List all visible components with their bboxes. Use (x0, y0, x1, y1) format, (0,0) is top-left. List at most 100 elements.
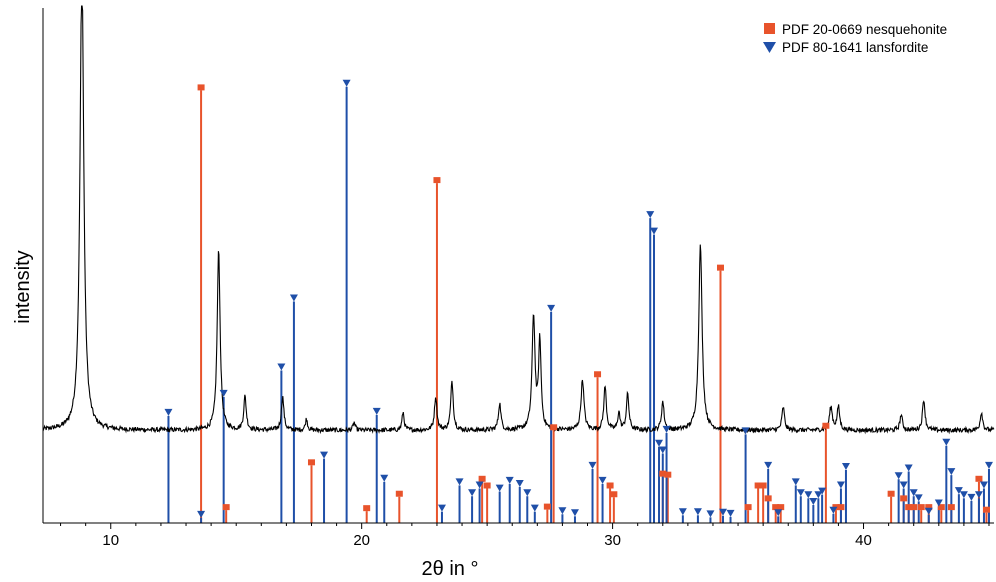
lansfordite-marker (959, 491, 968, 499)
lansfordite-marker (774, 509, 783, 517)
y-axis-label: intensity (12, 250, 34, 323)
nesquehonite-marker (910, 504, 918, 511)
lansfordite-marker (515, 479, 524, 487)
nesquehonite-marker (478, 475, 486, 482)
lansfordite-marker (598, 476, 607, 484)
nesquehonite-marker (744, 504, 752, 511)
lansfordite-marker (829, 506, 838, 514)
lansfordite-marker (197, 510, 206, 518)
lansfordite-marker (505, 476, 514, 484)
lansfordite-marker (649, 227, 658, 235)
lansfordite-marker (558, 507, 567, 515)
x-tick-label: 40 (855, 532, 872, 549)
nesquehonite-marker (197, 84, 205, 91)
lansfordite-marker (984, 461, 993, 469)
lansfordite-marker (909, 489, 918, 497)
nesquehonite-marker (664, 471, 672, 478)
nesquehonite-reference-lines (200, 90, 988, 523)
nesquehonite-marker (433, 177, 441, 184)
lansfordite-marker (809, 497, 818, 505)
lansfordite-marker (588, 461, 597, 469)
lansfordite-marker (437, 504, 446, 512)
nesquehonite-marker (610, 491, 618, 498)
lansfordite-marker (289, 294, 298, 302)
lansfordite-marker (796, 489, 805, 497)
lansfordite-marker (741, 427, 750, 435)
lansfordite-marker (934, 499, 943, 507)
nesquehonite-marker (764, 495, 772, 502)
lansfordite-marker (706, 510, 715, 518)
lansfordite-marker (899, 481, 908, 489)
nesquehonite-marker (363, 505, 371, 512)
lansfordite-marker (979, 481, 988, 489)
lansfordite-marker (495, 484, 504, 492)
nesquehonite-marker (772, 504, 780, 511)
lansfordite-marker (954, 487, 963, 495)
lansfordite-marker (947, 468, 956, 476)
legend-label-lansfordite: PDF 80-1641 lansfordite (782, 40, 928, 55)
lansfordite-marker (836, 481, 845, 489)
lansfordite-marker (693, 508, 702, 516)
nesquehonite-marker (594, 371, 602, 378)
lansfordite-marker (658, 446, 667, 454)
nesquehonite-marker (716, 264, 724, 271)
lansfordite-marker (904, 464, 913, 472)
nesquehonite-marker (937, 504, 945, 511)
x-tick-label: 10 (102, 532, 119, 549)
lansfordite-marker (523, 489, 532, 497)
lansfordite-marker (570, 509, 579, 517)
nesquehonite-marker (900, 495, 908, 502)
lansfordite-marker (475, 481, 484, 489)
lansfordite-marker (164, 408, 173, 416)
lansfordite-marker (764, 461, 773, 469)
legend: PDF 20-0669 nesquehonite PDF 80-1641 lan… (763, 22, 947, 55)
lansfordite-marker (841, 462, 850, 470)
nesquehonite-marker (975, 475, 983, 482)
nesquehonite-marker (925, 504, 933, 511)
lansfordite-marker (662, 425, 671, 433)
xrd-pattern-line (42, 5, 995, 435)
x-tick-label: 20 (353, 532, 370, 549)
lansfordite-reference-lines (167, 86, 990, 523)
lansfordite-marker (814, 491, 823, 499)
lansfordite-marker (219, 389, 228, 397)
lansfordite-marker (372, 407, 381, 415)
nesquehonite-marker (543, 503, 551, 510)
lansfordite-marker (646, 211, 655, 219)
nesquehonite-marker (905, 504, 913, 511)
lansfordite-marker (468, 489, 477, 497)
nesquehonite-marker (887, 490, 895, 497)
nesquehonite-marker (822, 422, 830, 429)
nesquehonite-marker (307, 459, 315, 466)
legend-marker-lansfordite (763, 42, 776, 53)
lansfordite-marker (924, 507, 933, 515)
lansfordite-marker (967, 493, 976, 501)
x-tick-label: 30 (604, 532, 621, 549)
nesquehonite-marker (659, 470, 667, 477)
nesquehonite-marker (837, 504, 845, 511)
lansfordite-marker (455, 478, 464, 486)
lansfordite-marker (655, 439, 664, 447)
lansfordite-marker (678, 508, 687, 516)
nesquehonite-marker (395, 490, 403, 497)
lansfordite-marker (894, 472, 903, 480)
lansfordite-marker (719, 508, 728, 516)
lansfordite-marker (974, 491, 983, 499)
nesquehonite-marker (606, 482, 614, 489)
x-axis-label: 2θ in ° (422, 558, 479, 580)
lansfordite-marker (804, 491, 813, 499)
nesquehonite-marker (550, 424, 558, 431)
nesquehonite-marker (759, 482, 767, 489)
lansfordite-marker (320, 451, 329, 459)
legend-marker-nesquehonite (764, 23, 775, 34)
x-axis-ticks: 10 20 30 40 (60, 523, 990, 549)
lansfordite-marker (726, 509, 735, 517)
nesquehonite-marker (982, 506, 990, 513)
reference-markers (164, 79, 993, 518)
lansfordite-marker (942, 438, 951, 446)
lansfordite-marker (914, 494, 923, 502)
nesquehonite-marker (483, 482, 491, 489)
lansfordite-marker (547, 304, 556, 312)
nesquehonite-marker (917, 504, 925, 511)
